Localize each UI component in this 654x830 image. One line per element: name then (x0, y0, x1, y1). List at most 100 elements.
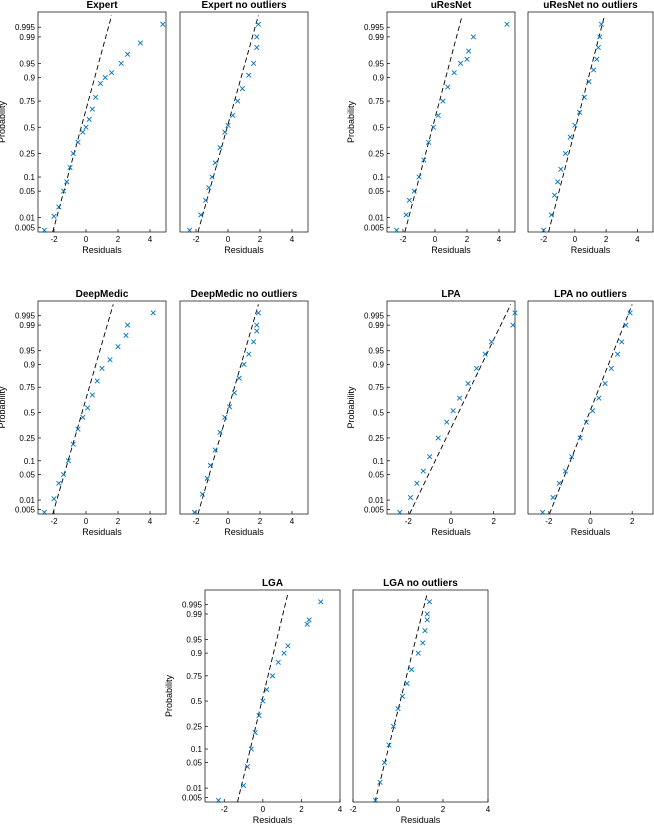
data-point (204, 475, 210, 482)
data-point (440, 98, 446, 104)
plot-area-frame (386, 300, 516, 515)
data-point (254, 322, 260, 328)
data-point (250, 60, 257, 66)
data-point (269, 673, 276, 679)
data-point (99, 365, 105, 372)
plot-area-frame (37, 11, 167, 233)
data-point (407, 494, 414, 501)
plot-area-frame (179, 300, 309, 515)
x-tick-label: 2 (258, 235, 263, 244)
data-point (595, 44, 601, 51)
y-tick-label: 0.995 (182, 601, 203, 610)
data-point (285, 643, 291, 649)
x-tick-label: 2 (299, 805, 304, 814)
data-point (256, 712, 262, 719)
y-tick-label: 0.005 (364, 223, 385, 232)
data-point (65, 458, 72, 464)
data-point (470, 34, 477, 40)
x-tick-label: -2 (50, 517, 58, 526)
y-tick-label: 0.9 (24, 73, 36, 82)
data-point (586, 79, 592, 85)
data-point (372, 797, 379, 803)
y-tick-label: 0.995 (15, 23, 36, 32)
plot-area-frame (386, 11, 516, 233)
data-point (215, 797, 222, 803)
y-tick-label: 0.25 (19, 149, 35, 158)
y-axis-label: Probability (346, 100, 356, 143)
reference-line (52, 304, 114, 515)
data-point (281, 650, 287, 656)
y-tick-label: 0.1 (24, 173, 36, 182)
data-point (206, 185, 212, 191)
data-point (56, 480, 62, 486)
data-point (550, 494, 556, 501)
data-point (408, 666, 415, 673)
y-tick-label: 0.05 (19, 187, 35, 196)
data-point (107, 357, 113, 363)
data-point (421, 157, 427, 163)
reference-line (197, 304, 259, 515)
data-point (80, 414, 86, 420)
data-point (614, 351, 621, 357)
x-tick-label: 0 (396, 805, 401, 814)
data-point (404, 680, 410, 687)
y-tick-label: 0.01 (19, 214, 35, 223)
y-tick-label: 0.95 (19, 59, 35, 68)
data-point (377, 779, 383, 785)
y-tick-label: 0.99 (186, 610, 202, 619)
data-point (567, 134, 573, 140)
data-point (264, 687, 270, 693)
data-point (555, 179, 561, 185)
data-point (488, 339, 495, 345)
y-tick-label: 0.95 (368, 59, 384, 68)
data-point (597, 34, 603, 40)
data-point (425, 139, 432, 145)
panel-title: LGA no outliers (383, 578, 458, 589)
y-tick-label: 0.995 (364, 312, 385, 321)
y-tick-label: 0.95 (19, 347, 35, 356)
x-axis-label: Residuals (224, 245, 264, 255)
x-tick-label: 0 (84, 517, 89, 526)
data-point (464, 56, 470, 62)
data-point (89, 106, 96, 112)
data-point (255, 21, 262, 27)
reference-line (404, 15, 463, 233)
y-tick-label: 0.99 (368, 33, 384, 42)
panel-title: LPA no outliers (554, 289, 627, 300)
x-axis-label: Residuals (571, 527, 611, 537)
data-point (67, 164, 73, 171)
y-tick-label: 0.75 (368, 97, 384, 106)
data-point (70, 441, 76, 447)
data-point (430, 124, 437, 130)
x-tick-label: 2 (116, 235, 121, 244)
data-point (395, 706, 401, 712)
data-point (217, 429, 223, 435)
plot-area-frame (37, 300, 167, 515)
x-tick-label: -2 (545, 517, 553, 526)
y-tick-label: 0.99 (19, 321, 35, 330)
data-point (115, 344, 121, 350)
data-point (581, 94, 587, 100)
data-point (576, 109, 583, 115)
x-tick-label: 0 (84, 235, 89, 244)
reference-line (52, 15, 113, 233)
y-tick-label: 0.75 (368, 383, 384, 392)
data-point (510, 322, 516, 328)
y-tick-label: 0.95 (368, 347, 384, 356)
data-point (108, 70, 115, 76)
data-point (75, 426, 81, 432)
data-point (212, 160, 218, 166)
data-point (591, 67, 597, 73)
data-point (51, 213, 57, 219)
data-point (596, 395, 602, 401)
data-point (424, 611, 430, 617)
data-point (548, 212, 555, 218)
y-tick-label: 0.75 (186, 672, 202, 681)
data-point (94, 378, 100, 384)
data-point (137, 40, 144, 46)
data-point (426, 599, 433, 605)
data-point (444, 419, 450, 425)
data-point (41, 227, 48, 233)
data-point (209, 174, 215, 180)
data-point (254, 44, 260, 51)
